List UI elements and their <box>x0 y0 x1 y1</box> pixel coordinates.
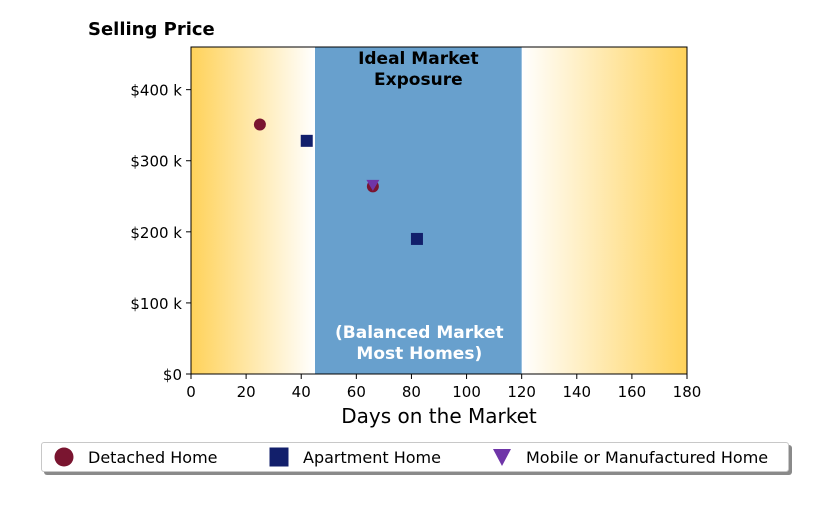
ideal-market-band <box>315 47 522 374</box>
apartment-home-point <box>410 232 423 245</box>
chart-title: Selling Price <box>88 19 215 40</box>
detached-home-point <box>253 118 266 131</box>
x-tick-label: 80 <box>402 383 421 401</box>
apartment-home-point <box>300 134 313 147</box>
legend-label: Detached Home <box>88 447 218 467</box>
band-bottom-label: (Balanced Market <box>335 323 504 343</box>
y-tick-label: $0 <box>163 366 182 384</box>
band-top-label: Ideal Market <box>358 49 479 69</box>
x-tick-label: 100 <box>452 383 481 401</box>
legend-item-apartment: Apartment Home <box>267 443 441 471</box>
legend-label: Apartment Home <box>303 447 441 467</box>
legend-circle-marker <box>54 447 74 467</box>
x-tick-label: 60 <box>347 383 366 401</box>
x-tick-label: 160 <box>618 383 647 401</box>
band-bottom-label: Most Homes) <box>356 344 482 364</box>
x-tick-label: 0 <box>186 383 196 401</box>
legend-square-marker <box>269 447 289 467</box>
x-tick-label: 40 <box>292 383 311 401</box>
band-top-label: Exposure <box>374 70 463 90</box>
plot-frame <box>190 46 688 375</box>
chart-legend: Detached Home Apartment Home Mobile or M… <box>41 442 789 472</box>
x-axis-label: Days on the Market <box>341 404 537 428</box>
legend-item-mobile: Mobile or Manufactured Home <box>490 443 768 471</box>
y-tick-label: $200 k <box>130 224 182 242</box>
y-tick-label: $300 k <box>130 153 182 171</box>
x-tick-label: 140 <box>562 383 591 401</box>
x-tick-label: 120 <box>507 383 536 401</box>
y-tick-label: $400 k <box>130 82 182 100</box>
mobile-home-point <box>366 179 380 191</box>
legend-label: Mobile or Manufactured Home <box>526 447 769 467</box>
x-tick-label: 20 <box>237 383 256 401</box>
legend-item-detached: Detached Home <box>52 443 218 471</box>
y-tick-label: $100 k <box>130 295 182 313</box>
x-tick-label: 180 <box>673 383 702 401</box>
legend-triangle-marker <box>493 449 511 466</box>
